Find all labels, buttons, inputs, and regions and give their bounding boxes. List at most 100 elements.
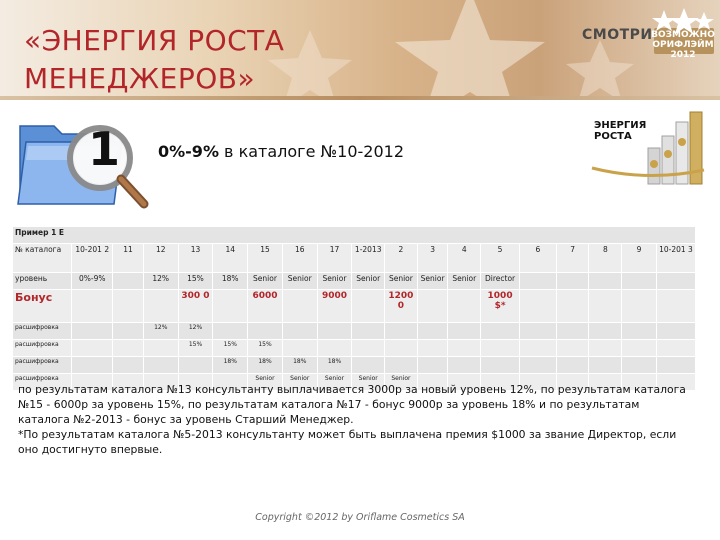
table-cell	[417, 340, 448, 357]
table-cell: 18%	[213, 273, 248, 290]
table-breakdown-row: расшифровка 18% 18% 18% 18%	[13, 357, 696, 374]
table-cell: 15	[248, 244, 283, 273]
table-cell	[352, 290, 385, 323]
table-cell	[352, 357, 385, 374]
table-cell: № каталога	[13, 244, 72, 273]
table-header-row: № каталога 10-201 2 11 12 13 14 15 16 17 1-2013 2 3…	[13, 244, 696, 273]
table-cell	[481, 340, 520, 357]
table-cell: Бонус	[13, 290, 72, 323]
description-paragraph: по результатам каталога №13 консультанту…	[18, 382, 690, 427]
table-cell	[448, 357, 481, 374]
table-cell	[481, 323, 520, 340]
table-cell: Senior	[248, 273, 283, 290]
table-cell	[143, 340, 178, 357]
table-cell: 18%	[248, 357, 283, 374]
table-cell: 1000 $*	[481, 290, 520, 323]
table-cell: 10-201 2	[72, 244, 113, 273]
table-cell: 12	[143, 244, 178, 273]
table-cell: 18%	[282, 357, 317, 374]
table-cell	[556, 290, 589, 323]
table-cell	[622, 273, 657, 290]
table-cell: Director	[481, 273, 520, 290]
table-cell: 10-201 3	[656, 244, 695, 273]
table-cell	[352, 340, 385, 357]
example-table: Пример 1 Е № каталога 10-201 2 11 12 13 14 15 16…	[12, 226, 696, 391]
copyright-footer: Copyright ©2012 by Oriflame Cosmetics SA	[0, 512, 720, 523]
table-cell	[113, 290, 144, 323]
table-caption: Пример 1 Е	[13, 227, 696, 244]
table-cell: 12%	[178, 323, 213, 340]
table-cell	[72, 357, 113, 374]
table-cell	[113, 340, 144, 357]
table-cell: 16	[282, 244, 317, 273]
table-cell: Senior	[282, 273, 317, 290]
table-cell	[656, 323, 695, 340]
table-cell: 14	[213, 244, 248, 273]
table-cell: 12000	[385, 290, 418, 323]
table-cell	[622, 357, 657, 374]
table-caption-row: Пример 1 Е	[13, 227, 696, 244]
table-cell	[282, 340, 317, 357]
catalog-line: 0%-9% в каталоге №10-2012	[158, 142, 404, 161]
table-cell	[656, 273, 695, 290]
table-cell	[589, 290, 622, 323]
table-cell	[656, 290, 695, 323]
table-cell	[385, 323, 418, 340]
table-breakdown-row: расшифровка 12% 12%	[13, 323, 696, 340]
badge-text: ВОЗМОЖНО ОРИФЛЭЙМ 2012	[650, 30, 716, 60]
table-cell	[417, 290, 448, 323]
table-cell: 17	[317, 244, 352, 273]
table-cell: 15%	[248, 340, 283, 357]
table-cell	[519, 340, 556, 357]
percent-range: 0%-9%	[158, 142, 219, 161]
table-cell: 18%	[213, 357, 248, 374]
description-footnote: *По результатам каталога №5-2013 консуль…	[18, 427, 690, 457]
table-cell	[589, 273, 622, 290]
table-cell: Senior	[417, 273, 448, 290]
table-level-row: уровень 0%-9% 12% 15% 18% Senior Senior Senior S…	[13, 273, 696, 290]
table-cell	[589, 340, 622, 357]
table-cell	[352, 323, 385, 340]
table-cell	[556, 340, 589, 357]
table-cell	[622, 340, 657, 357]
promo-logo-text: ЭНЕРГИЯ РОСТА	[594, 120, 646, 142]
table-cell: 4	[448, 244, 481, 273]
description-text: по результатам каталога №13 консультанту…	[18, 382, 690, 457]
table-cell	[317, 323, 352, 340]
table-cell	[519, 273, 556, 290]
table-breakdown-row: расшифровка 15% 15% 15%	[13, 340, 696, 357]
table-cell: 12%	[143, 273, 178, 290]
table-cell	[481, 357, 520, 374]
table-cell	[113, 273, 144, 290]
table-cell: 9	[622, 244, 657, 273]
table-cell: Senior	[352, 273, 385, 290]
table-cell	[556, 357, 589, 374]
table-cell: Senior	[448, 273, 481, 290]
table-cell	[72, 323, 113, 340]
table-cell: 6000	[248, 290, 283, 323]
table-cell: 5	[481, 244, 520, 273]
header-banner: «ЭНЕРГИЯ РОСТА МЕНЕДЖЕРОВ» СМОТРИ... ВОЗ…	[0, 0, 720, 100]
page-title: «ЭНЕРГИЯ РОСТА МЕНЕДЖЕРОВ»	[24, 22, 284, 98]
table-cell: 8	[589, 244, 622, 273]
table-cell	[589, 323, 622, 340]
table-cell	[656, 340, 695, 357]
table-cell	[213, 323, 248, 340]
table-cell	[589, 357, 622, 374]
table-cell	[143, 290, 178, 323]
table-cell: 6	[519, 244, 556, 273]
table-cell: 15%	[213, 340, 248, 357]
table-cell: расшифровка	[13, 323, 72, 340]
table-cell	[448, 323, 481, 340]
table-cell: 3	[417, 244, 448, 273]
table-cell	[72, 340, 113, 357]
table-cell	[143, 357, 178, 374]
table-cell: расшифровка	[13, 340, 72, 357]
table-cell: 18%	[317, 357, 352, 374]
table-cell	[385, 340, 418, 357]
table-cell: 2	[385, 244, 418, 273]
table-cell: 0%-9%	[72, 273, 113, 290]
table-cell: 13	[178, 244, 213, 273]
table-cell	[113, 323, 144, 340]
table-cell: 7	[556, 244, 589, 273]
